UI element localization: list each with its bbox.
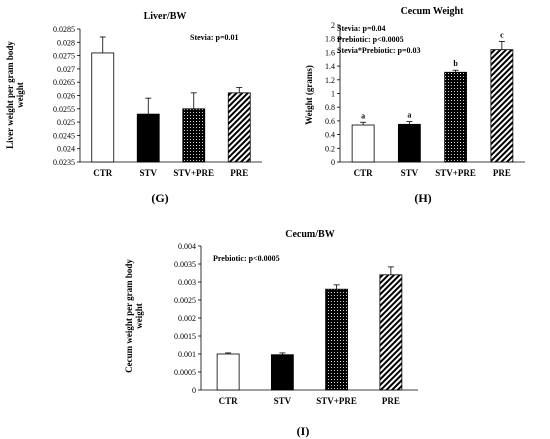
y-tick-label: 0.002: [178, 314, 196, 323]
y-tick-label: 0.003: [178, 278, 196, 287]
bar-ctr: [216, 353, 240, 391]
chart-panel-2: Cecum/BW 0 0.0005 0.001 0.0015 0.002 0.0025 0.0…: [124, 229, 418, 438]
chart-title: Cecum/BW: [285, 229, 334, 240]
bar-ctr: [91, 52, 115, 163]
y-tick-label: 1.4: [325, 62, 335, 71]
x-tick-label: STV: [401, 168, 419, 178]
panel-label: (H): [414, 191, 431, 205]
y-tick-label: 1.8: [325, 35, 335, 44]
y-tick-label: 0.6: [325, 117, 335, 126]
y-tick-label: 0.0015: [174, 332, 196, 341]
x-tick-label: PRE: [382, 396, 400, 406]
bar-stv-plus-pre: [444, 71, 468, 163]
y-tick-label: 0.0285: [53, 25, 75, 34]
x-tick-label: CTR: [93, 168, 113, 178]
y-tick-label: 1.6: [325, 48, 335, 57]
y-tick-label: 0.0005: [174, 368, 196, 377]
bar-pre: [490, 49, 514, 163]
significance-letter: b: [453, 59, 458, 68]
stat-annotation: Stevia*Prebiotic: p=0.03: [337, 46, 421, 55]
y-axis-label: Cecum weight per gram body: [124, 259, 134, 373]
x-tick-label: PRE: [493, 168, 511, 178]
y-tick-label: 0.2: [325, 144, 335, 153]
y-tick-label: 0.024: [57, 145, 75, 154]
chart-panel-1: Cecum Weight 0 0.2 0.4 0.6 0.8 1 1.2 1.4 1.6 1.8 2 W…: [304, 6, 525, 205]
bar-stv: [397, 123, 421, 163]
y-axis-label: Weight (grams): [304, 65, 314, 125]
y-tick-label: 0.0035: [174, 260, 196, 269]
bar-ctr: [351, 124, 375, 163]
y-tick-label: 0.0275: [53, 52, 75, 61]
panel-label: (G): [151, 191, 168, 205]
y-tick-label: 0.028: [57, 38, 75, 47]
bar-stv: [136, 113, 160, 163]
chart-title: Cecum Weight: [401, 6, 465, 17]
x-tick-label: STV+PRE: [435, 168, 476, 178]
y-tick-label: 0.0025: [174, 296, 196, 305]
y-tick-label: 0.025: [57, 118, 75, 127]
y-tick-label: 0.026: [57, 92, 75, 101]
stat-annotation: Stevia: p=0.04: [337, 24, 386, 33]
significance-letter: a: [407, 111, 411, 120]
x-tick-label: STV+PRE: [316, 396, 357, 406]
stat-annotation: Prebiotic: p<0.0005: [213, 254, 280, 263]
bar-pre: [379, 274, 403, 391]
x-tick-label: CTR: [219, 396, 239, 406]
x-tick-label: STV: [139, 168, 157, 178]
significance-letter: a: [361, 111, 365, 120]
bar-stv-plus-pre: [182, 108, 206, 163]
chart-title: Liver/BW: [144, 11, 187, 22]
y-tick-label: 0: [192, 386, 196, 395]
y-tick-label: 0.0255: [53, 105, 75, 114]
y-tick-label: 0: [331, 158, 335, 167]
y-tick-label: 0.027: [57, 65, 75, 74]
y-tick-label: 1: [331, 90, 335, 99]
y-tick-label: 0.8: [325, 103, 335, 112]
x-tick-label: STV: [274, 396, 292, 406]
y-axis-label: weight: [134, 303, 144, 329]
y-tick-label: 0.0265: [53, 78, 75, 87]
x-tick-label: CTR: [354, 168, 374, 178]
y-tick-label: 0.0245: [53, 131, 75, 140]
y-tick-label: 0.0235: [53, 158, 75, 167]
y-tick-label: 0.001: [178, 350, 196, 359]
significance-letter: c: [500, 30, 504, 39]
stat-annotation: Stevia: p=0.01: [190, 33, 239, 42]
panel-label: (I): [297, 424, 310, 438]
y-tick-label: 0.004: [178, 242, 196, 251]
bar-pre: [227, 92, 251, 163]
y-tick-label: 1.2: [325, 76, 335, 85]
bar-stv: [270, 354, 294, 391]
y-tick-label: 0.4: [325, 131, 335, 140]
chart-panel-0: Liver/BW 0.0235 0.024 0.0245 0.025 0.0255 0.02…: [5, 11, 262, 205]
y-tick-label: 2: [331, 21, 335, 30]
y-axis-label: Liver weight per gram body: [5, 41, 15, 149]
bar-stv-plus-pre: [325, 288, 349, 391]
stat-annotation: Prebiotic: p<0.0005: [337, 35, 404, 44]
y-axis-label: weight: [15, 82, 25, 108]
x-tick-label: PRE: [230, 168, 248, 178]
x-tick-label: STV+PRE: [173, 168, 214, 178]
